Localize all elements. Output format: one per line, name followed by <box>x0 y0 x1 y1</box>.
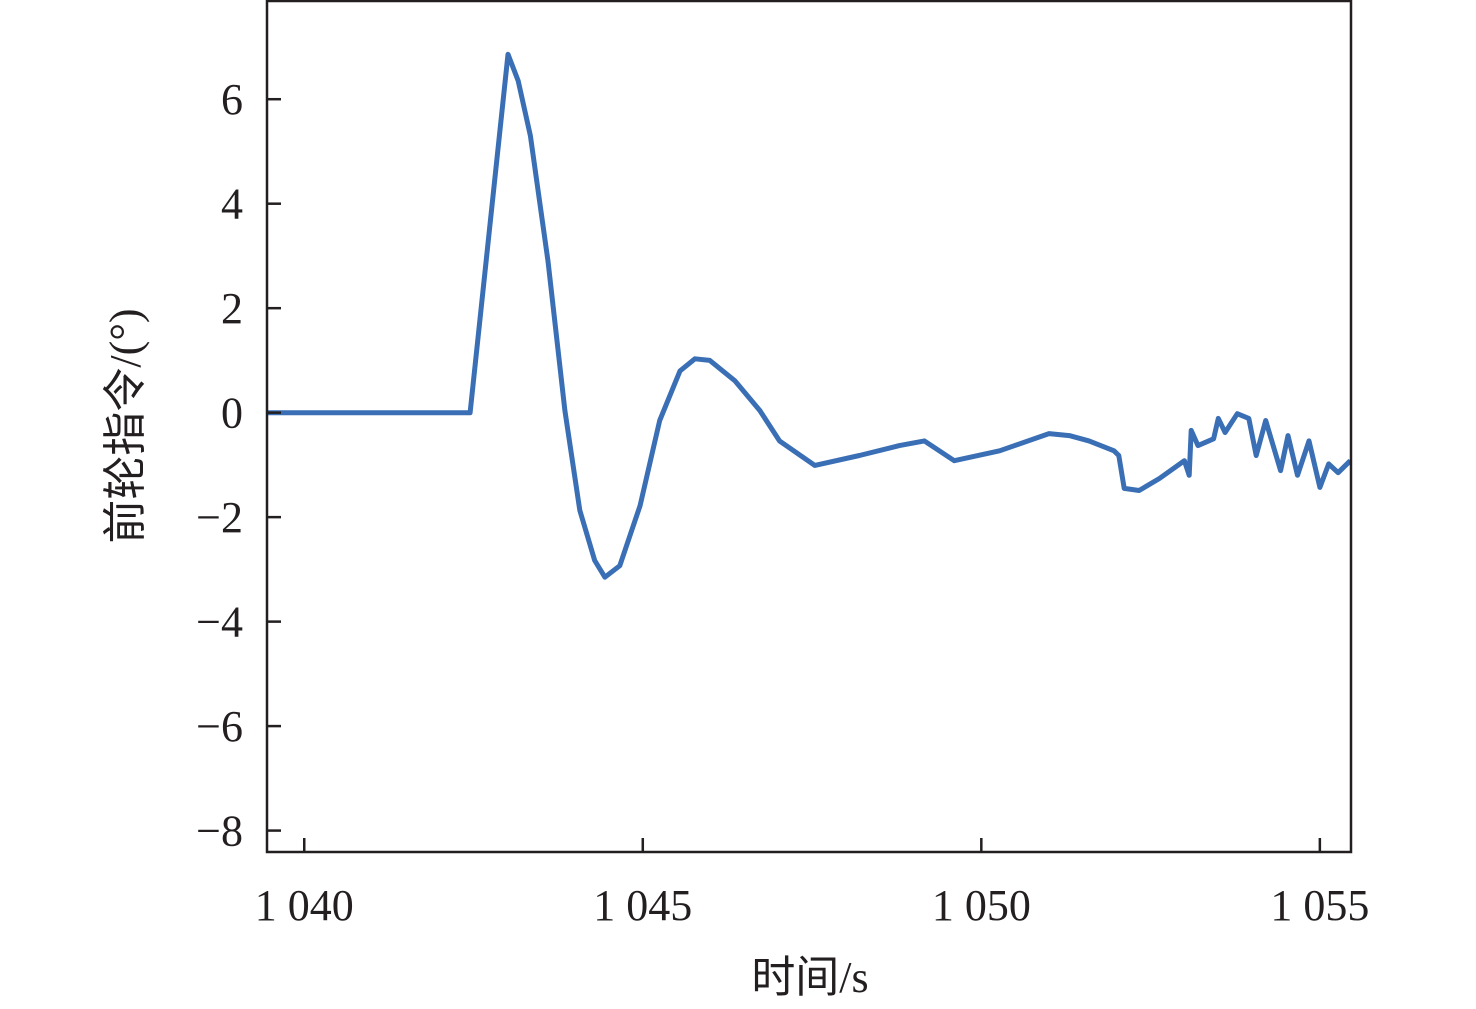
y-tick-label: −6 <box>196 702 243 751</box>
series-line <box>267 51 1353 580</box>
y-tick-label: −8 <box>196 807 243 856</box>
plot-frame <box>265 0 1353 854</box>
x-tick-label: 1 055 <box>1270 881 1369 930</box>
axis-ticks: 1 040 1 045 1 050 1 055 6 4 2 0 −2 −4 −6 −8 <box>196 75 1369 930</box>
x-tick-label: 1 045 <box>593 881 692 930</box>
plot-area <box>267 51 1353 580</box>
y-tick-label: 0 <box>221 389 243 438</box>
y-tick-label: 4 <box>221 180 243 229</box>
y-tick-label: −4 <box>196 598 243 647</box>
y-tick-label: 2 <box>221 284 243 333</box>
x-tick-label: 1 050 <box>932 881 1031 930</box>
x-axis-label: 时间/s <box>751 953 868 1002</box>
y-tick-label: 6 <box>221 75 243 124</box>
x-tick-label: 1 040 <box>255 881 354 930</box>
y-tick-label: −2 <box>196 493 243 542</box>
y-axis-label: 前轮指令/(°) <box>101 308 150 543</box>
